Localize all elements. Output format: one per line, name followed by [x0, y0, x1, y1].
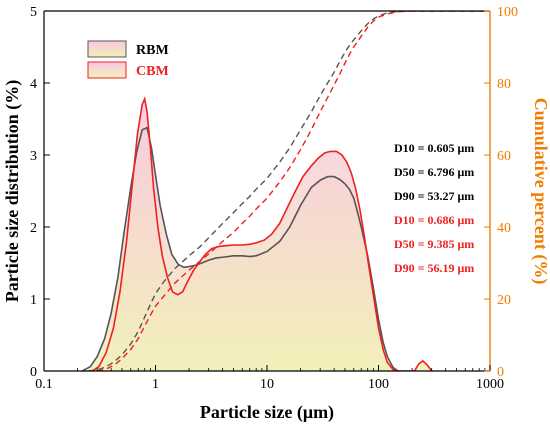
x-tick-label: 0.1 — [35, 377, 53, 392]
y-tick-label: 4 — [30, 77, 37, 92]
y2-tick-label: 0 — [497, 365, 504, 380]
line-cbm-distribution — [91, 96, 433, 371]
line-rbm-distribution — [81, 126, 399, 371]
y-axis-title: Particle size distribution (%) — [2, 80, 23, 302]
y2-tick-label: 20 — [497, 293, 511, 308]
y-tick-label: 3 — [30, 149, 37, 164]
x-tick-label: 1000 — [476, 377, 504, 392]
y2-axis-title: Cumulative percent (%) — [530, 98, 550, 285]
y2-tick-label: 60 — [497, 149, 511, 164]
annotation-cbm-d90: D90 = 56.19 μm — [394, 261, 474, 275]
annotation-rbm-d10: D10 = 0.605 μm — [394, 141, 474, 155]
legend-label-rbm: RBM — [136, 43, 169, 58]
legend-swatch-cbm — [87, 61, 127, 79]
x-tick-label: 100 — [368, 377, 389, 392]
legend-label-cbm: CBM — [136, 64, 169, 79]
legend: RBM CBM — [87, 40, 169, 79]
y2-tick-label: 40 — [497, 221, 511, 236]
y-tick-label: 0 — [30, 365, 37, 380]
area-cbm-distribution — [92, 98, 432, 371]
annotation-rbm-d90: D90 = 53.27 μm — [394, 189, 474, 203]
line-rbm-cumulative — [88, 11, 490, 371]
annotation-cbm-d50: D50 = 9.385 μm — [394, 237, 474, 251]
y2-tick-label: 100 — [497, 5, 518, 20]
y-tick-label: 5 — [30, 5, 37, 20]
y-tick-label: 2 — [30, 221, 37, 236]
x-tick-label: 1 — [152, 377, 159, 392]
legend-swatch-rbm — [87, 40, 127, 58]
y2-tick-label: 80 — [497, 77, 511, 92]
x-tick-label: 10 — [260, 377, 274, 392]
line-cbm-cumulative — [97, 11, 490, 371]
d-value-annotations: D10 = 0.605 μm D50 = 6.796 μm D90 = 53.2… — [394, 141, 474, 275]
y-tick-label: 1 — [30, 293, 37, 308]
x-axis-title: Particle size (μm) — [200, 402, 334, 423]
annotation-rbm-d50: D50 = 6.796 μm — [394, 165, 474, 179]
annotation-cbm-d10: D10 = 0.686 μm — [394, 213, 474, 227]
